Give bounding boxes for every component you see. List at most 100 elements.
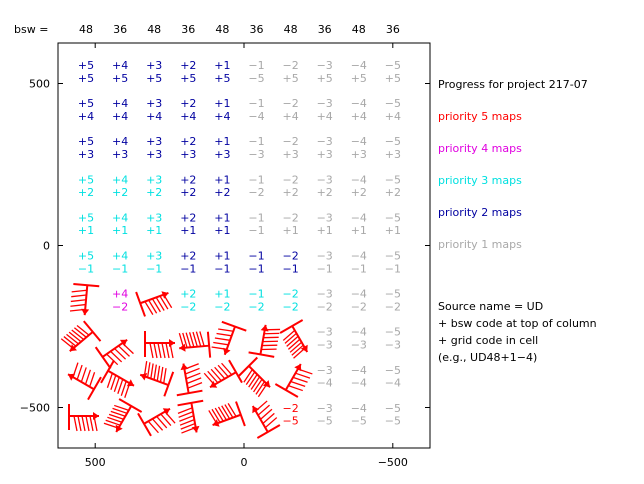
glyph-tick (207, 370, 219, 384)
grid-code-label: +1 (214, 97, 230, 110)
glyph-tick (187, 382, 203, 389)
grid-code-label: +3 (146, 211, 162, 224)
glyph-arrowhead (119, 339, 128, 347)
glyph-arrowhead (126, 379, 134, 387)
grid-code-label: −2 (282, 135, 298, 148)
completion-glyph (177, 399, 204, 434)
glyph-tick (153, 364, 158, 380)
completion-glyph (135, 291, 173, 317)
glyph-tick (85, 415, 90, 432)
grid-code-label: +1 (214, 59, 230, 72)
grid-code-label: +3 (214, 148, 230, 161)
glyph-post (228, 359, 243, 384)
note-source-name: Source name = UD (438, 300, 544, 313)
glyph-tick (117, 379, 124, 394)
glyph-tick (227, 403, 237, 417)
glyph-tick (295, 372, 311, 379)
glyph-tick (288, 385, 303, 392)
glyph-tick (107, 416, 123, 423)
glyph-arrowhead (81, 308, 90, 316)
completion-glyph (139, 361, 175, 397)
glyph-tick (253, 378, 263, 393)
y-tick-label: −500 (20, 402, 50, 415)
grid-code-label: −4 (351, 326, 367, 339)
grid-code-label: −5 (385, 211, 401, 224)
grid-code-label: +2 (180, 135, 196, 148)
glyph-tick (160, 413, 172, 426)
glyph-tick (248, 374, 258, 388)
grid-code-label: −3 (317, 339, 333, 352)
glyph-post (206, 331, 212, 358)
grid-code-label: +1 (351, 224, 367, 237)
grid-code-label: +3 (146, 97, 162, 110)
glyph-tick (68, 331, 82, 343)
grid-code-label: +4 (112, 250, 128, 263)
grid-code-label: −5 (317, 415, 333, 428)
note-grid-code: + grid code in cell (438, 334, 539, 347)
glyph-tick (217, 406, 227, 421)
grid-code-label: +2 (180, 173, 196, 186)
completion-glyph (211, 320, 247, 356)
glyph-arrowhead (294, 364, 302, 372)
glyph-tick (76, 325, 90, 336)
completion-glyph (279, 319, 309, 359)
grid-code-label: +3 (78, 148, 94, 161)
glyph-post (83, 320, 102, 342)
glyph-tick (81, 415, 86, 432)
completion-glyph (103, 398, 143, 433)
legend-priority-1: priority 1 maps (438, 238, 522, 251)
grid-code-label: +2 (214, 186, 230, 199)
glyph-tick (211, 408, 221, 423)
glyph-tick (71, 289, 87, 293)
grid-code-label: −4 (351, 135, 367, 148)
grid-code-label: −3 (248, 148, 264, 161)
completion-glyph (248, 324, 281, 358)
grid-code-label: +4 (112, 110, 128, 123)
glyph-post (137, 412, 152, 437)
glyph-tick (89, 372, 96, 387)
glyph-tick (192, 331, 198, 347)
grid-code-label: +5 (78, 173, 94, 186)
glyph-tick (261, 348, 277, 351)
glyph-tick (147, 420, 159, 434)
glyph-tick (165, 342, 170, 359)
glyph-tick (155, 297, 165, 311)
glyph-tick (188, 332, 195, 348)
glyph-tick (186, 377, 202, 385)
x-tick-label: 500 (85, 456, 106, 469)
grid-code-label: −2 (282, 97, 298, 110)
glyph-post (176, 389, 203, 397)
completion-glyph (203, 359, 243, 389)
grid-code-label: +5 (351, 72, 367, 85)
grid-code-label: −3 (351, 339, 367, 352)
grid-code-label: −5 (385, 288, 401, 301)
grid-code-label: +4 (112, 211, 128, 224)
grid-code-label: −2 (180, 300, 196, 313)
glyph-tick (159, 366, 164, 383)
grid-code-label: −4 (351, 288, 367, 301)
glyph-post (256, 424, 281, 439)
grid-code-label: +5 (214, 72, 230, 85)
completion-glyph (69, 283, 100, 316)
completion-glyph (60, 320, 102, 352)
grid-code-label: +3 (146, 173, 162, 186)
glyph-tick (150, 363, 154, 379)
grid-code-label: −1 (248, 262, 264, 275)
glyph-tick (250, 376, 261, 390)
glyph-tick (287, 338, 301, 350)
grid-code-label: −2 (351, 300, 367, 313)
glyph-tick (217, 364, 229, 378)
grid-code-label: −5 (385, 97, 401, 110)
bsw-code-label: 48 (147, 23, 161, 36)
glyph-tick (224, 404, 234, 418)
bsw-code-label: 48 (79, 23, 93, 36)
glyph-tick (106, 373, 113, 388)
bsw-code-label: 48 (215, 23, 229, 36)
grid-code-label: +2 (282, 186, 298, 199)
bsw-code-label: 36 (386, 23, 400, 36)
grid-code-label: −4 (351, 97, 367, 110)
grid-code-label: +4 (112, 97, 128, 110)
glyph-tick (84, 369, 92, 385)
grid-code-label: −5 (385, 326, 401, 339)
glyph-tick (161, 342, 166, 359)
